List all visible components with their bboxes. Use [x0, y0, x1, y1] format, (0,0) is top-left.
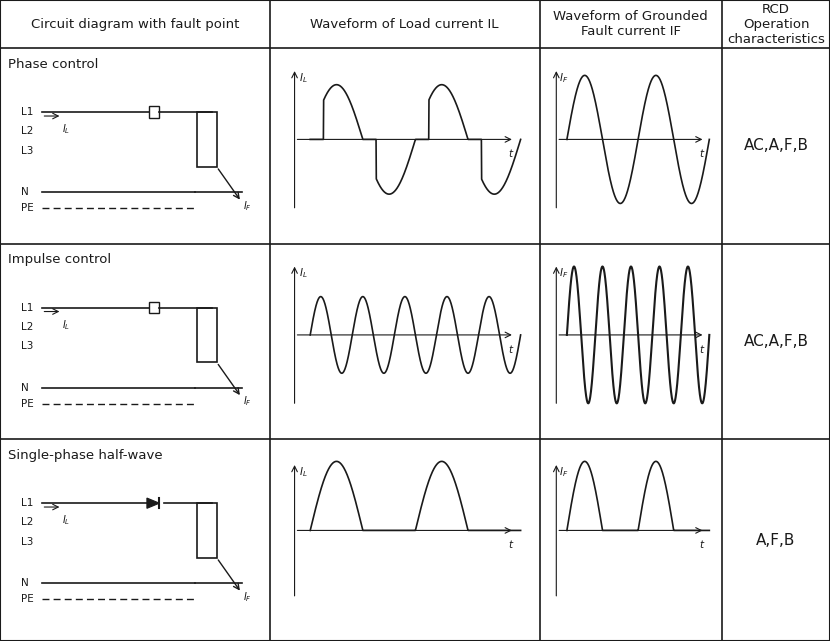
Text: $I_F$: $I_F$: [243, 394, 252, 408]
Text: $I_F$: $I_F$: [559, 71, 569, 85]
Text: t: t: [700, 540, 704, 549]
Text: L2: L2: [21, 126, 33, 137]
Text: Circuit diagram with fault point: Circuit diagram with fault point: [31, 17, 239, 31]
Text: A,F,B: A,F,B: [756, 533, 796, 547]
Text: Waveform of Grounded
Fault current IF: Waveform of Grounded Fault current IF: [554, 10, 708, 38]
Text: L1: L1: [21, 303, 33, 313]
Bar: [197, 112, 217, 167]
Text: PE: PE: [21, 399, 33, 409]
Text: PE: PE: [21, 594, 33, 604]
Bar: [197, 503, 217, 558]
Text: RCD
Operation
characteristics: RCD Operation characteristics: [727, 3, 825, 46]
Text: t: t: [508, 540, 512, 549]
Text: L3: L3: [21, 537, 33, 547]
Text: $I_F$: $I_F$: [559, 267, 569, 280]
Bar: [149, 302, 159, 313]
Text: L2: L2: [21, 322, 33, 332]
Text: Waveform of Load current IL: Waveform of Load current IL: [310, 17, 499, 31]
Text: L1: L1: [21, 498, 33, 508]
Text: $I_L$: $I_L$: [299, 71, 308, 85]
Text: PE: PE: [21, 203, 33, 213]
Text: $I_L$: $I_L$: [62, 513, 71, 528]
Text: t: t: [700, 344, 704, 354]
Text: AC,A,F,B: AC,A,F,B: [744, 334, 808, 349]
Text: $I_F$: $I_F$: [243, 199, 252, 213]
Text: t: t: [508, 344, 512, 354]
Text: $I_F$: $I_F$: [243, 590, 252, 604]
Text: N: N: [21, 383, 28, 393]
Text: N: N: [21, 578, 28, 588]
Bar: [197, 308, 217, 362]
Text: N: N: [21, 187, 28, 197]
Bar: [149, 106, 159, 118]
Text: $I_L$: $I_L$: [62, 122, 71, 137]
Text: t: t: [508, 149, 512, 159]
Text: L2: L2: [21, 517, 33, 528]
Text: L3: L3: [21, 146, 33, 156]
Text: $I_F$: $I_F$: [559, 465, 569, 479]
Text: Phase control: Phase control: [8, 58, 99, 71]
Polygon shape: [147, 498, 159, 508]
Text: AC,A,F,B: AC,A,F,B: [744, 138, 808, 153]
Text: $I_L$: $I_L$: [299, 267, 308, 280]
Text: L1: L1: [21, 107, 33, 117]
Text: $I_L$: $I_L$: [299, 465, 308, 479]
Text: t: t: [700, 149, 704, 159]
Text: L3: L3: [21, 341, 33, 351]
Text: Impulse control: Impulse control: [8, 253, 111, 266]
Text: Single-phase half-wave: Single-phase half-wave: [8, 449, 163, 462]
Text: $I_L$: $I_L$: [62, 318, 71, 332]
